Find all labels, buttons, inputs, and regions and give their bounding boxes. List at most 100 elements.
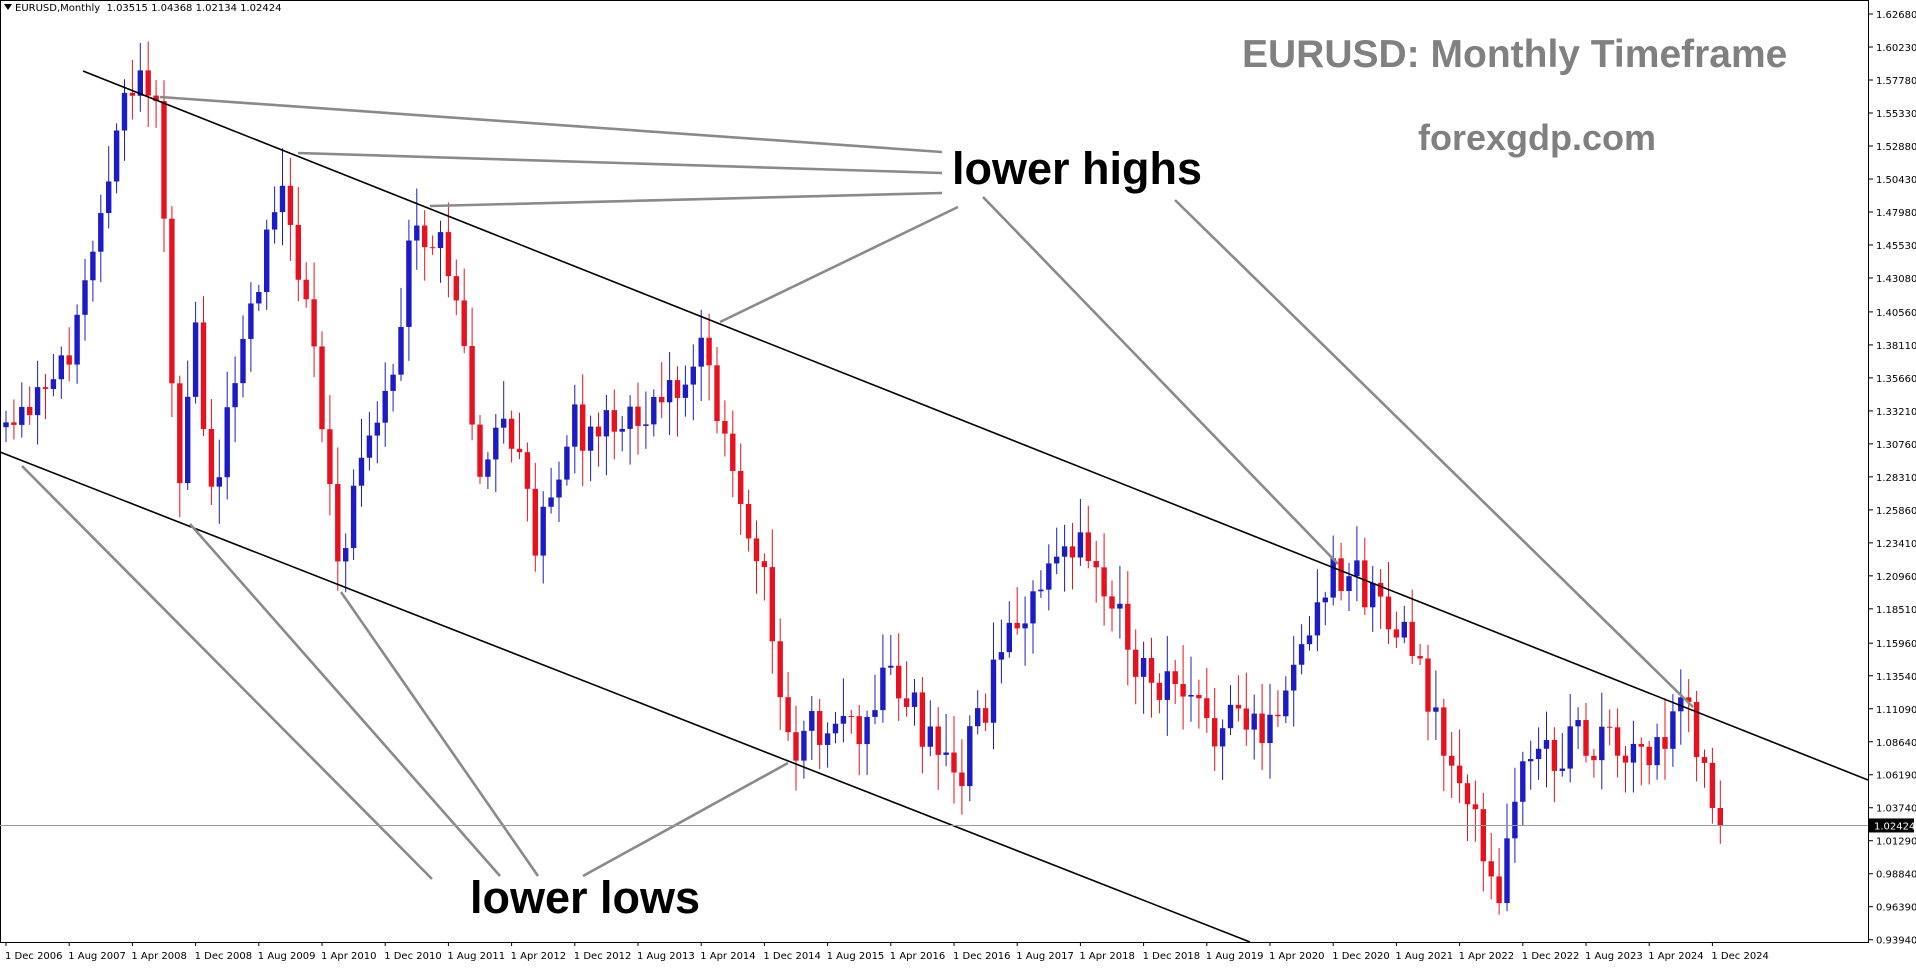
- bull-candle: [1283, 690, 1289, 717]
- bear-candle: [1686, 697, 1692, 702]
- bull-candle: [1433, 707, 1439, 712]
- y-tick-label: 1.62680: [1876, 10, 1916, 21]
- bear-candle: [42, 387, 49, 389]
- bull-candle: [232, 383, 238, 408]
- bull-candle: [1054, 556, 1060, 564]
- bear-candle: [303, 279, 309, 300]
- plot-frame: [0, 0, 1869, 943]
- bear-candle: [777, 641, 783, 698]
- bear-candle: [27, 406, 33, 416]
- x-tick-label: 1 Aug 2015: [827, 951, 885, 962]
- lower-channel-trendline[interactable]: [0, 451, 1251, 943]
- x-tick-label: 1 Apr 2012: [511, 951, 566, 962]
- bear-candle: [1693, 701, 1700, 758]
- bull-candle: [880, 667, 886, 711]
- lower-highs-label: lower highs: [952, 143, 1203, 194]
- x-tick-label: 1 Dec 2008: [195, 951, 253, 962]
- bear-candle: [1204, 698, 1210, 719]
- symbol-name: EURUSD,Monthly: [15, 3, 101, 14]
- bear-candle: [1212, 718, 1218, 747]
- x-tick-label: 1 Apr 2020: [1269, 951, 1324, 962]
- bull-candle: [1077, 532, 1084, 558]
- bear-candle: [1362, 560, 1368, 608]
- bear-candle: [1133, 649, 1139, 677]
- bull-candle: [1330, 558, 1336, 598]
- x-tick-label: 1 Apr 2022: [1459, 951, 1514, 962]
- bear-candle: [1425, 658, 1431, 712]
- bull-candle: [1219, 728, 1226, 747]
- upper-channel-trendline[interactable]: [82, 70, 1869, 781]
- y-tick-label: 1.11090: [1876, 705, 1916, 716]
- bear-candle: [1449, 755, 1455, 766]
- y-tick-label: 1.23410: [1876, 539, 1916, 550]
- bull-candle: [1535, 748, 1542, 760]
- bear-candle: [674, 380, 681, 398]
- bull-candle: [990, 659, 997, 723]
- y-tick-label: 1.35660: [1876, 374, 1916, 385]
- x-tick-label: 1 Aug 2011: [447, 951, 505, 962]
- bull-candle: [1298, 644, 1305, 665]
- bull-candle: [690, 366, 696, 385]
- bull-candle: [967, 726, 973, 787]
- bull-candle: [809, 711, 815, 731]
- bull-candle: [34, 387, 41, 416]
- bear-candle: [659, 396, 665, 403]
- bear-candle: [295, 224, 301, 280]
- lower-high-pointer-line: [159, 95, 943, 154]
- bear-candle: [1456, 765, 1463, 784]
- bull-candle: [943, 752, 949, 755]
- dropdown-triangle-icon[interactable]: [4, 4, 12, 10]
- x-tick-label: 1 Dec 2010: [384, 951, 442, 962]
- bull-candle: [643, 424, 649, 426]
- bull-candle: [627, 406, 633, 429]
- bull-candle: [1504, 838, 1510, 904]
- bull-candle: [74, 314, 80, 365]
- bull-candle: [1314, 602, 1321, 636]
- bear-candle: [1275, 714, 1281, 717]
- x-tick-label: 1 Aug 2017: [1016, 951, 1074, 962]
- bear-candle: [453, 276, 459, 301]
- bull-candle: [556, 479, 562, 498]
- y-tick-label: 1.18510: [1876, 605, 1916, 616]
- bull-candle: [279, 185, 286, 213]
- bear-candle: [951, 752, 957, 773]
- bull-candle: [1654, 737, 1660, 766]
- ohlc-values: 1.03515 1.04368 1.02134 1.02424: [106, 3, 282, 14]
- bull-candle: [1251, 713, 1257, 730]
- bull-candle: [1038, 589, 1044, 592]
- bull-candle: [840, 715, 847, 724]
- bull-candle: [1140, 658, 1147, 677]
- bull-candle: [1061, 546, 1068, 557]
- bull-candle: [1670, 711, 1676, 749]
- chart-main-title: EURUSD: Monthly Timeframe: [1242, 33, 1788, 76]
- bull-candle: [1267, 714, 1273, 744]
- bear-candle: [848, 715, 854, 717]
- x-tick-label: 1 Apr 2018: [1079, 951, 1134, 962]
- bull-candle: [374, 422, 380, 436]
- bull-candle: [1512, 801, 1518, 839]
- bear-candle: [508, 418, 515, 449]
- x-tick-label: 1 Dec 2006: [5, 951, 63, 962]
- bull-candle: [1370, 582, 1376, 608]
- bull-candle: [350, 485, 357, 549]
- bull-candle: [398, 326, 404, 375]
- y-tick-label: 1.33210: [1876, 407, 1916, 418]
- bull-candle: [1575, 720, 1581, 727]
- y-tick-label: 1.30760: [1876, 440, 1916, 451]
- bear-candle: [635, 406, 641, 426]
- bull-candle: [264, 229, 270, 293]
- bull-candle: [50, 379, 57, 389]
- bear-candle: [335, 484, 341, 562]
- bear-candle: [1417, 656, 1423, 659]
- site-watermark: forexgdp.com: [1418, 117, 1657, 158]
- lower-low-pointer-line: [339, 591, 540, 877]
- bull-candle: [106, 181, 112, 214]
- y-tick-label: 1.50430: [1876, 175, 1916, 186]
- bear-candle: [153, 95, 159, 102]
- bull-candle: [540, 506, 546, 556]
- bull-candle: [1188, 694, 1194, 697]
- bull-candle: [493, 427, 499, 460]
- lower-high-pointer-line: [982, 196, 1339, 565]
- bear-candle: [722, 421, 728, 434]
- bear-candle: [1014, 622, 1020, 629]
